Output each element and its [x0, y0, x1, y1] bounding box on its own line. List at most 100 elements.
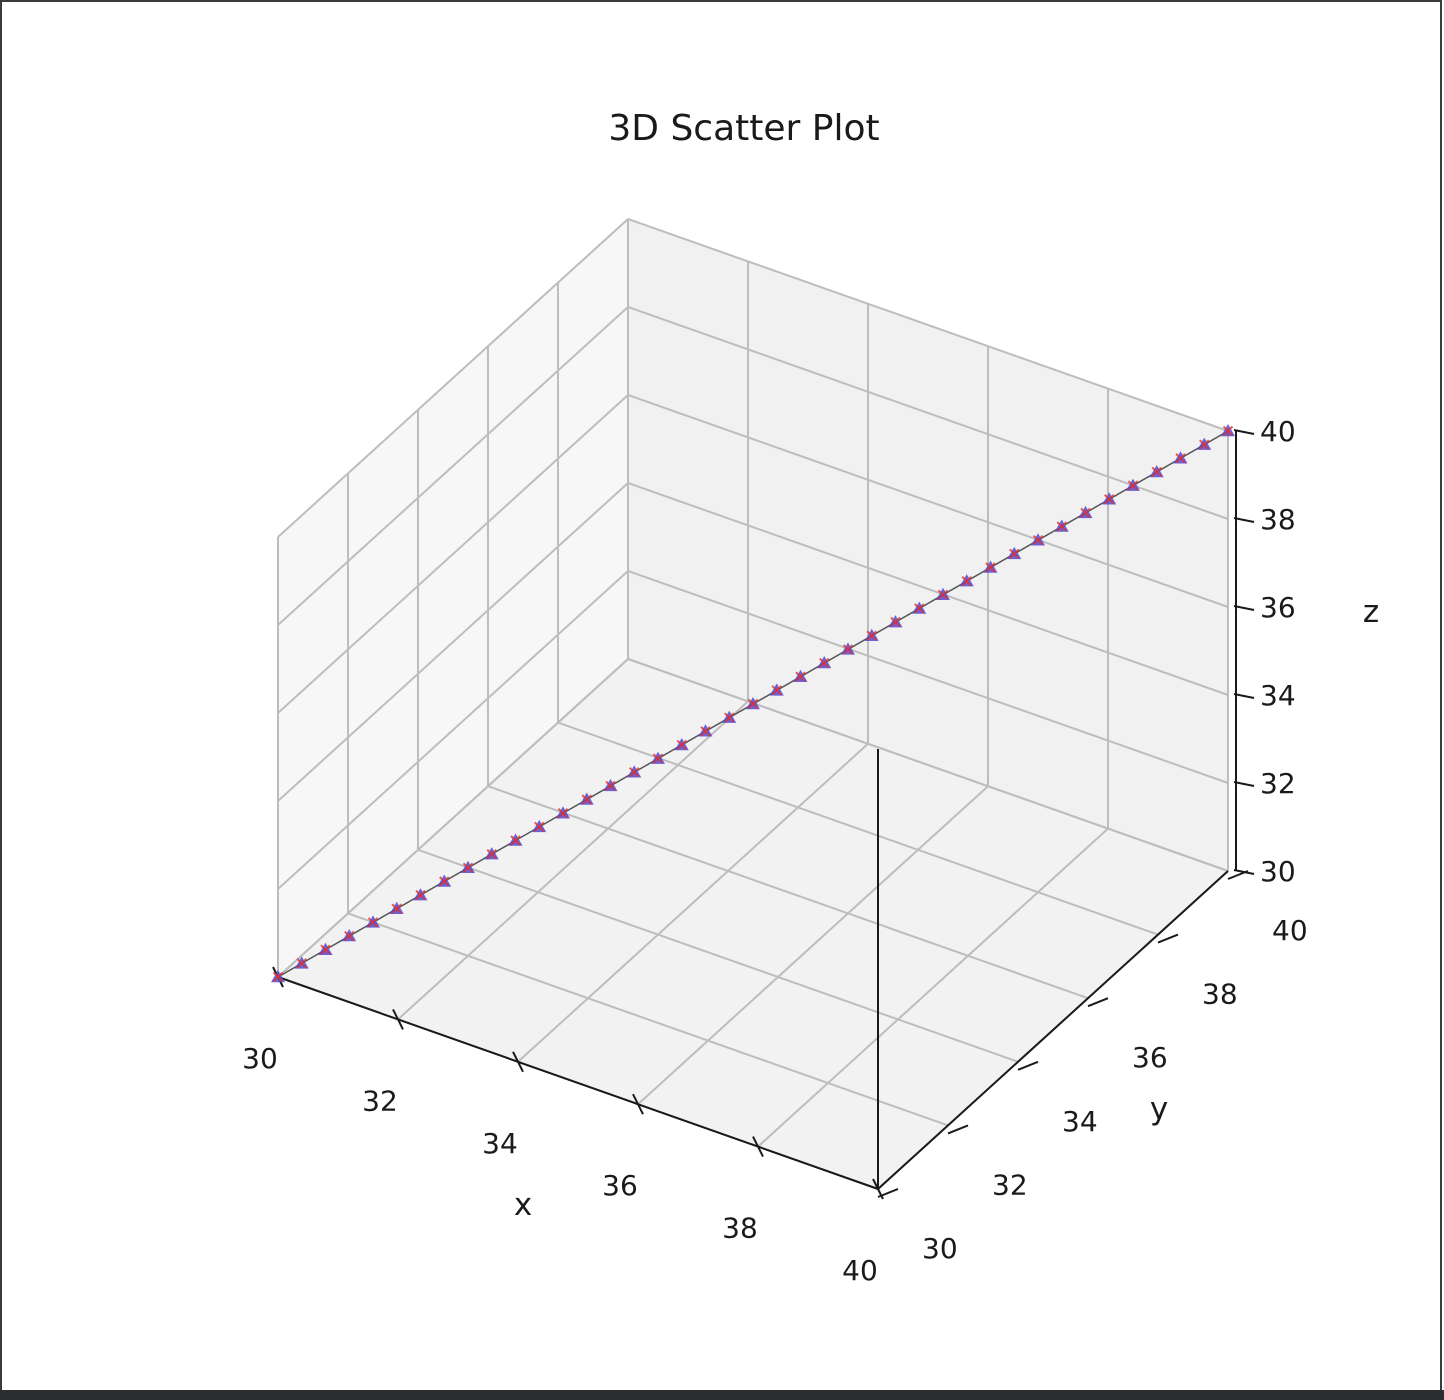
x-point [819, 657, 830, 669]
y-tick [877, 1188, 899, 1198]
back-wall-pane [628, 219, 1228, 871]
grid-back-z [627, 570, 1229, 784]
y-tick-label: 38 [1202, 978, 1238, 1011]
grid-back-z [627, 658, 1229, 872]
x-point [771, 685, 782, 696]
window-bottom-bar [0, 1390, 1444, 1400]
x-point [629, 767, 640, 778]
z-tick [1233, 517, 1255, 523]
x-tick [752, 1136, 764, 1158]
z-axis-label: z [1363, 594, 1379, 630]
data-marks [271, 424, 1235, 983]
grid-floor-y [347, 912, 949, 1127]
x-point [1199, 439, 1210, 450]
x-point [937, 589, 949, 601]
grid-floor-x [637, 785, 989, 1105]
axis-lines [277, 431, 1237, 1190]
x-point [1222, 425, 1234, 437]
x-point [344, 930, 355, 942]
x-point [486, 848, 497, 860]
x-point [676, 739, 687, 751]
x-point [510, 835, 521, 846]
x-point [890, 616, 901, 628]
y-tick [1157, 933, 1179, 944]
z-tick-label: 30 [1260, 855, 1296, 888]
x-axis-line [277, 976, 879, 1190]
x-tick-label: 36 [602, 1169, 638, 1202]
y-tick-label: 32 [992, 1168, 1028, 1201]
y-axis-label: y [1150, 1091, 1168, 1127]
x-tick-label: 30 [242, 1042, 278, 1075]
x-point [1127, 480, 1139, 491]
x-point [652, 753, 664, 764]
x-point [1151, 466, 1162, 478]
grid-floor-x [757, 827, 1109, 1148]
x-point [747, 698, 759, 710]
x-point [795, 671, 806, 682]
x-point [1175, 453, 1186, 464]
grid-back-z [627, 482, 1229, 696]
x-point [842, 644, 854, 655]
x-point [367, 917, 379, 928]
grid-back-z [627, 394, 1229, 608]
z-tick-label: 36 [1260, 591, 1296, 624]
x-point [700, 726, 711, 737]
grid-floor-y [487, 785, 1089, 1000]
x-point [462, 862, 474, 874]
y-tick [947, 1124, 969, 1135]
x-point [866, 630, 877, 641]
y-tick [1087, 997, 1109, 1008]
z-tick [1233, 693, 1255, 699]
x-point [961, 575, 972, 587]
grid-back-z [627, 218, 1229, 432]
x-tick-label: 34 [482, 1127, 518, 1160]
x-point [415, 889, 426, 901]
chart-title: 3D Scatter Plot [608, 108, 879, 149]
y-tick-label: 30 [922, 1232, 958, 1265]
x-point [914, 603, 925, 614]
y-tick-label: 40 [1272, 914, 1308, 947]
x-point [581, 794, 592, 805]
y-axis-line [877, 870, 1229, 1190]
y-tick-label: 34 [1062, 1105, 1098, 1138]
x-tick-label: 32 [362, 1084, 398, 1117]
x-point [985, 562, 996, 573]
grid-floor-x [397, 700, 749, 1021]
x-point [391, 903, 402, 914]
x-point [439, 876, 450, 887]
grid-left-z [277, 658, 629, 978]
z-tick-label: 32 [1260, 767, 1296, 800]
grid-left-z [277, 306, 629, 626]
x-point [296, 958, 307, 969]
x-tick-label: 38 [722, 1212, 758, 1245]
z-tick-label: 34 [1260, 679, 1296, 712]
x-tick [512, 1051, 524, 1073]
x-point [1080, 507, 1091, 519]
x-point [320, 944, 331, 955]
z-tick-label: 38 [1260, 503, 1296, 536]
x-point [534, 821, 545, 833]
z-tick [1233, 605, 1255, 611]
x-point [605, 780, 616, 792]
x-tick [632, 1093, 644, 1115]
x-point [1104, 494, 1115, 505]
x-point [724, 712, 735, 723]
grid-left-z [277, 218, 629, 538]
z-tick [1233, 429, 1255, 435]
grid-floor-x [517, 743, 869, 1063]
z-tick-label: 40 [1260, 415, 1296, 448]
x-point [557, 807, 569, 819]
grid-left-z [277, 394, 629, 714]
y-tick-label: 36 [1132, 1041, 1168, 1074]
grid-floor-y [417, 848, 1019, 1063]
axis-ticks: 30 32 34 36 38 40 30 32 34 36 38 40 30 32 34 36 38 40 [242, 415, 1307, 1287]
x-point [1056, 521, 1067, 532]
x-axis-label: x [514, 1187, 532, 1223]
z-tick [1233, 781, 1255, 787]
x-point [1032, 534, 1044, 546]
grid-back-z [627, 306, 1229, 520]
x-point [1009, 548, 1020, 560]
x-point [272, 971, 284, 983]
